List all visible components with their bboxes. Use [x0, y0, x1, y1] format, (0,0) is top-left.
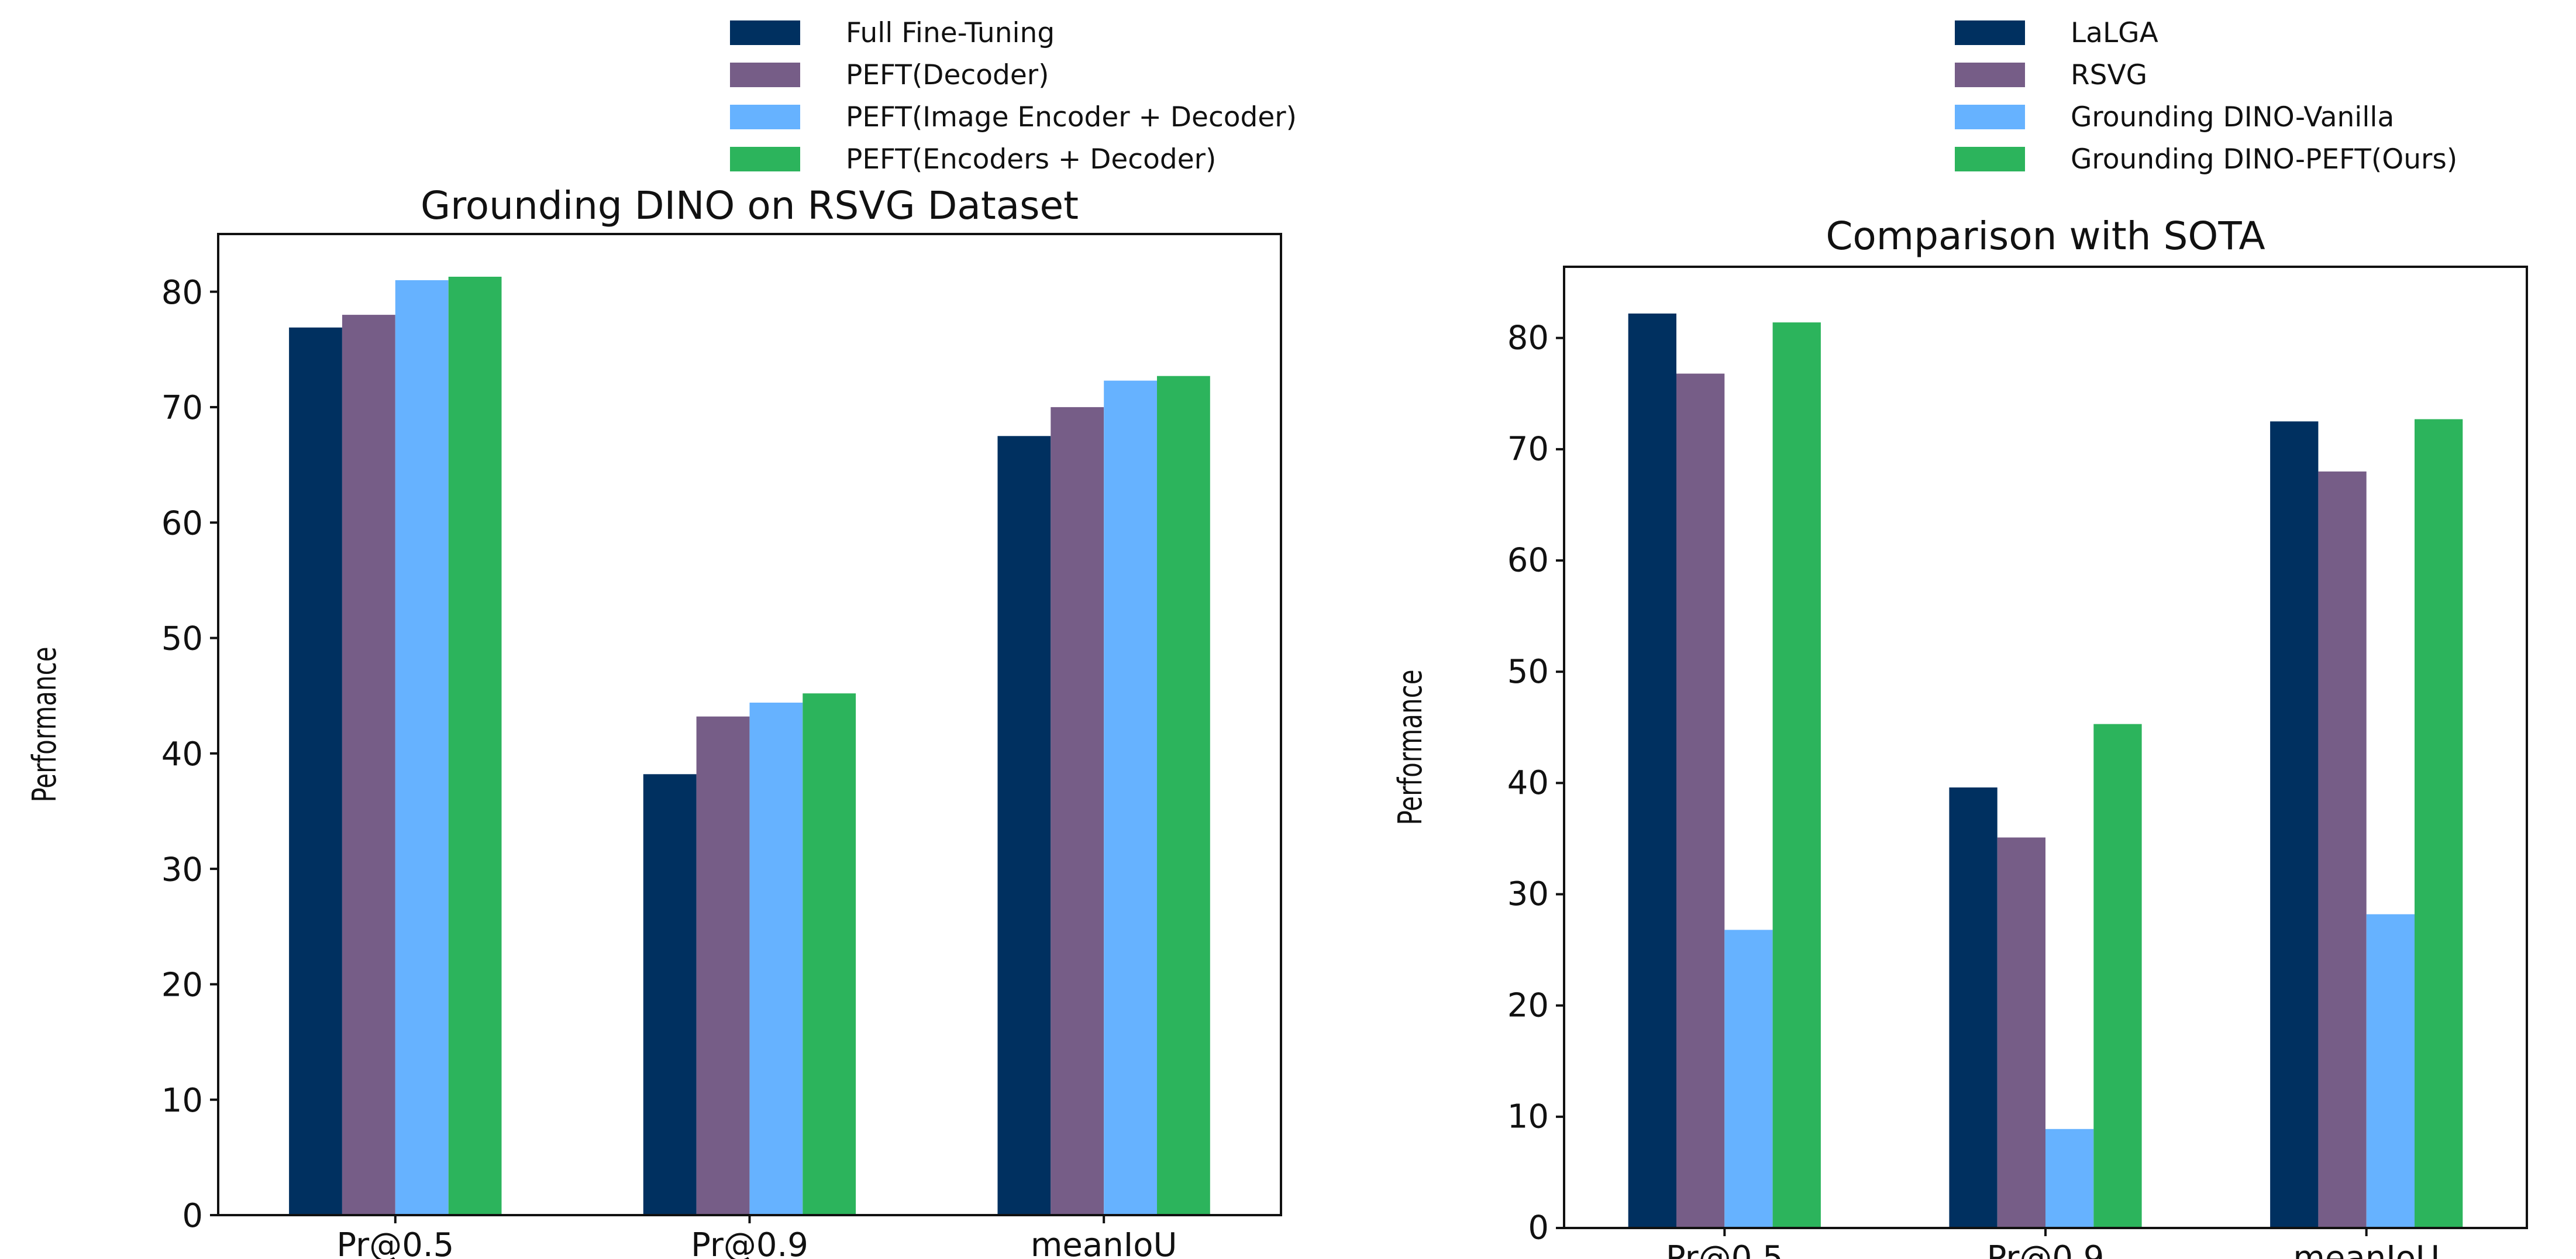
y-tick-label: 80 — [1507, 319, 1549, 357]
y-tick-label: 80 — [161, 274, 203, 312]
bar-pr09-series-1 — [696, 716, 750, 1215]
legend-swatch-3 — [730, 147, 800, 171]
chart-title: Comparison with SOTA — [1826, 214, 2265, 259]
chart-panel-left: Grounding DINO on RSVG Dataset 0 10 20 30 40 5… — [25, 17, 1297, 1259]
bar-pr05-series-0 — [289, 327, 342, 1215]
bar-pr05-series-1 — [342, 315, 395, 1215]
bar-meaniou-series-3 — [1157, 376, 1210, 1216]
y-tick-label: 20 — [1507, 986, 1549, 1024]
bar-pr05-series-2 — [1724, 930, 1773, 1228]
y-axis-label: Performance — [1391, 669, 1430, 825]
y-tick-label: 70 — [161, 389, 203, 427]
bar-pr09-series-1 — [1997, 837, 2045, 1228]
x-tick-label: Pr@0.5 — [1666, 1239, 1783, 1259]
y-tick-label: 70 — [1507, 431, 1549, 469]
bar-pr05-series-0 — [1628, 313, 1676, 1228]
legend-label-2: PEFT(Image Encoder + Decoder) — [846, 101, 1297, 133]
bar-meaniou-series-0 — [997, 436, 1051, 1215]
y-tick-label: 10 — [1507, 1098, 1549, 1136]
chart-panel-right: Comparison with SOTA 0 10 20 30 40 50 60 70 80 Pr@… — [1391, 17, 2528, 1259]
legend-label-0: LaLGA — [2071, 17, 2158, 49]
legend-label-1: PEFT(Decoder) — [846, 59, 1049, 91]
bar-meaniou-series-0 — [2270, 421, 2319, 1228]
legend-swatch-0 — [1955, 20, 2025, 45]
y-tick-label: 50 — [161, 620, 203, 658]
y-tick-label: 40 — [1507, 764, 1549, 802]
chart-title: Grounding DINO on RSVG Dataset — [421, 183, 1079, 228]
bar-pr05-series-2 — [395, 280, 449, 1215]
y-tick-label: 0 — [1528, 1209, 1549, 1247]
y-tick-label: 30 — [161, 851, 203, 889]
bar-pr09-series-2 — [2045, 1129, 2094, 1228]
y-axis-label: Performance — [25, 646, 64, 802]
bar-pr05-series-1 — [1676, 373, 1725, 1228]
bar-pr05-series-3 — [448, 277, 502, 1215]
legend-label-3: PEFT(Encoders + Decoder) — [846, 143, 1216, 176]
x-tick-label: meanIoU — [1031, 1226, 1177, 1259]
x-tick-label: meanIoU — [2293, 1239, 2440, 1259]
x-tick-label: Pr@0.9 — [691, 1226, 808, 1259]
y-tick-label: 20 — [161, 966, 203, 1005]
y-tick-label: 60 — [1507, 542, 1549, 580]
bar-meaniou-series-2 — [1104, 380, 1157, 1215]
legend: LaLGA RSVG Grounding DINO-Vanilla Grounding… — [1955, 17, 2457, 176]
x-tick-label: Pr@0.9 — [1987, 1239, 2105, 1259]
legend-label-0: Full Fine-Tuning — [846, 17, 1055, 49]
legend-label-2: Grounding DINO-Vanilla — [2071, 101, 2394, 133]
x-tick-label: Pr@0.5 — [336, 1226, 454, 1259]
bar-pr09-series-3 — [2093, 724, 2142, 1228]
y-tick-label: 30 — [1507, 875, 1549, 913]
legend-label-3: Grounding DINO-PEFT(Ours) — [2071, 143, 2457, 176]
bar-pr09-series-0 — [1949, 787, 1998, 1228]
y-tick-label: 60 — [161, 504, 203, 542]
legend-swatch-3 — [1955, 147, 2025, 171]
legend-label-1: RSVG — [2071, 59, 2147, 91]
y-tick-label: 40 — [161, 735, 203, 773]
bar-pr09-series-2 — [749, 703, 803, 1215]
legend-swatch-2 — [1955, 105, 2025, 129]
bar-pr09-series-3 — [803, 693, 856, 1215]
legend-swatch-1 — [730, 63, 800, 87]
legend-swatch-1 — [1955, 63, 2025, 87]
y-tick-label: 0 — [182, 1197, 203, 1235]
bar-meaniou-series-1 — [1051, 407, 1104, 1215]
y-tick-label: 50 — [1507, 653, 1549, 691]
legend-swatch-0 — [730, 20, 800, 45]
bar-meaniou-series-1 — [2318, 471, 2367, 1228]
y-tick-label: 10 — [161, 1082, 203, 1120]
legend-swatch-2 — [730, 105, 800, 129]
bar-meaniou-series-2 — [2366, 914, 2415, 1228]
legend: Full Fine-Tuning PEFT(Decoder) PEFT(Image … — [730, 17, 1297, 176]
bar-pr09-series-0 — [643, 774, 697, 1215]
bar-meaniou-series-3 — [2415, 419, 2463, 1228]
bar-pr05-series-3 — [1772, 322, 1821, 1228]
